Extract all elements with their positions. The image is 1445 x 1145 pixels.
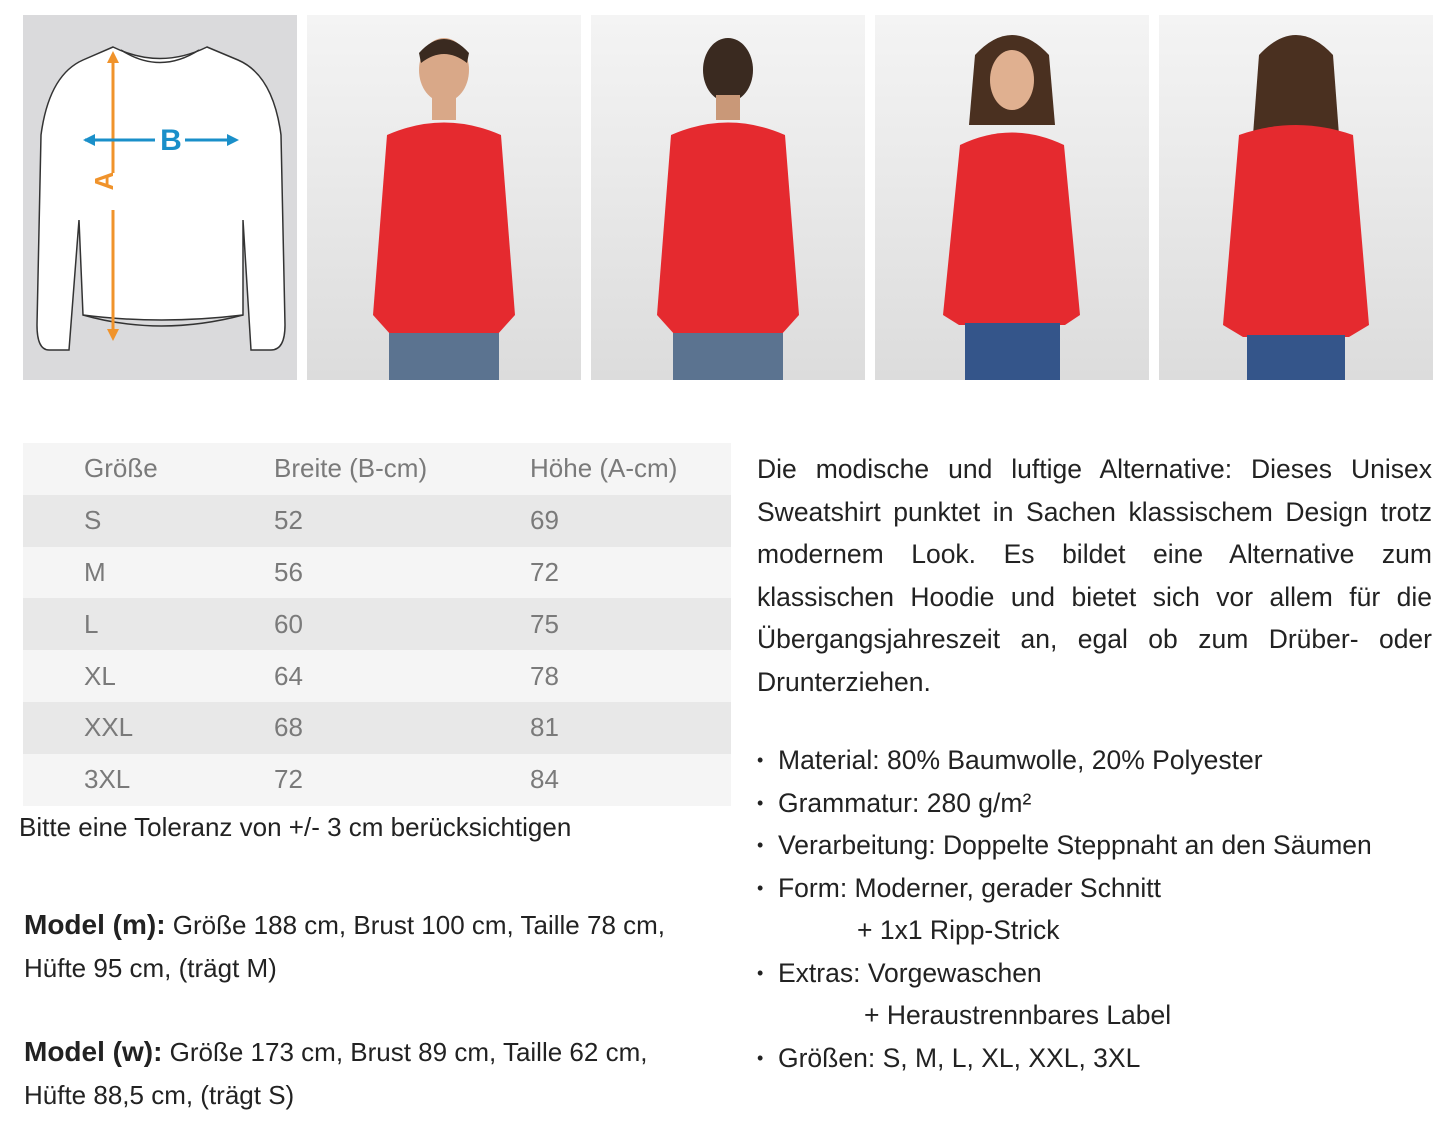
product-description: Die modische und luftige Alternative: Di… (757, 454, 1432, 697)
feature-item: Material: 80% Baumwolle, 20% Polyester (757, 739, 1372, 782)
feature-subitem: + 1x1 Ripp-Strick (857, 915, 1060, 945)
feature-item: Grammatur: 280 g/m² (757, 782, 1372, 825)
model-w-text: Größe 173 cm, Brust 89 cm, Taille 62 cm,… (24, 1037, 648, 1110)
feature-item: Größen: S, M, L, XL, XXL, 3XL (757, 1037, 1372, 1080)
photo-male-front (307, 15, 581, 380)
label-a: A (89, 171, 119, 190)
model-m-info: Model (m): Größe 188 cm, Brust 100 cm, T… (24, 904, 724, 989)
header-height: Höhe (A-cm) (530, 453, 678, 484)
model-w-info: Model (w): Größe 173 cm, Brust 89 cm, Ta… (24, 1031, 714, 1116)
feature-item: Verarbeitung: Doppelte Steppnaht an den … (757, 824, 1372, 867)
table-row: S 52 69 (23, 494, 731, 547)
table-row: XL 64 78 (23, 650, 731, 702)
photo-male-back (591, 15, 865, 380)
model-m-text: Größe 188 cm, Brust 100 cm, Taille 78 cm… (24, 910, 666, 983)
tolerance-note: Bitte eine Toleranz von +/- 3 cm berücks… (19, 812, 572, 842)
photo-female-front (875, 15, 1149, 380)
header-size: Größe (84, 453, 158, 484)
feature-list: Material: 80% Baumwolle, 20% Polyester G… (757, 739, 1372, 1079)
table-row: L 60 75 (23, 598, 731, 651)
header-width: Breite (B-cm) (274, 453, 428, 484)
table-row: XXL 68 81 (23, 701, 731, 754)
label-b: B (160, 124, 182, 157)
table-row: M 56 72 (23, 546, 731, 599)
feature-item: Extras: Vorgewaschen (757, 952, 1372, 995)
photo-female-back (1159, 15, 1433, 380)
feature-subitem: + Heraustrennbares Label (864, 1000, 1172, 1030)
table-header: Größe Breite (B-cm) Höhe (A-cm) (23, 443, 731, 495)
feature-item: Form: Moderner, gerader Schnitt (757, 867, 1372, 910)
model-m-label: Model (m): (24, 909, 166, 940)
size-diagram: A B (23, 15, 297, 380)
table-row: 3XL 72 84 (23, 753, 731, 806)
model-w-label: Model (w): (24, 1036, 163, 1067)
